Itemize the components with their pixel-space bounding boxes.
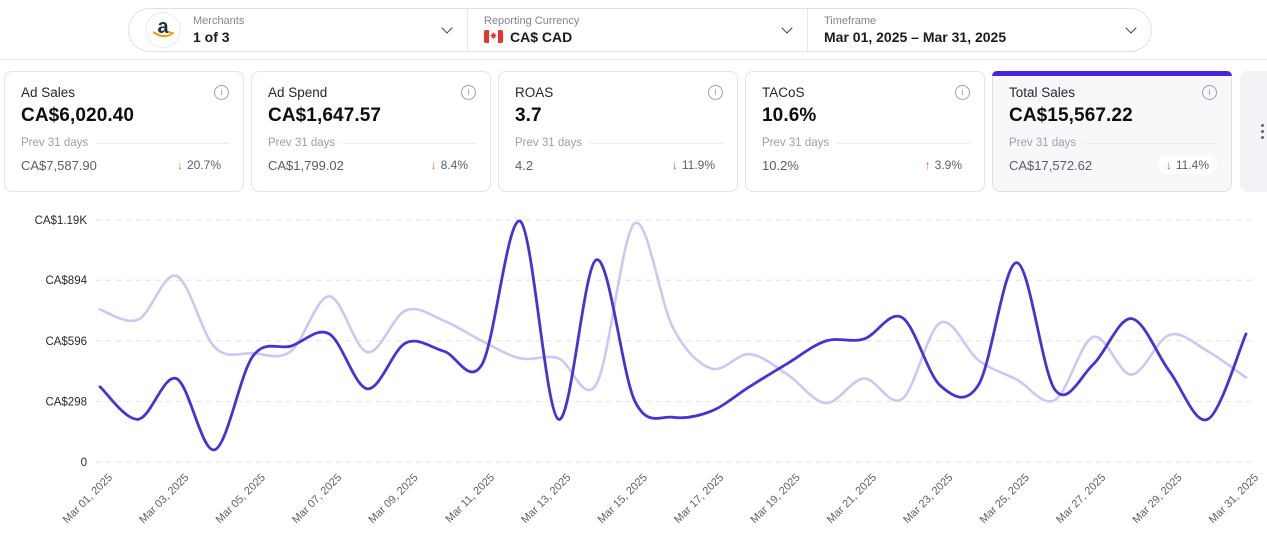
delta-arrow-icon: ↓ xyxy=(671,158,678,172)
delta-badge: ↓ 11.4% xyxy=(1157,156,1217,174)
prev-period-value: CA$17,572.62 xyxy=(1009,157,1093,173)
x-axis-tick-label: Mar 29, 2025 xyxy=(1130,472,1184,526)
metric-title: ROAS xyxy=(515,85,554,100)
delta-percent: 3.9% xyxy=(934,158,962,172)
x-axis-tick-label: Mar 13, 2025 xyxy=(519,472,573,526)
delta-percent: 11.9% xyxy=(681,158,715,172)
filters-pill: a Merchants 1 of 3 Reporting Currency xyxy=(128,7,1152,52)
delta-arrow-icon: ↑ xyxy=(924,158,931,172)
selected-accent-bar xyxy=(992,71,1232,76)
delta-arrow-icon: ↓ xyxy=(176,158,183,172)
x-axis-tick-label: Mar 23, 2025 xyxy=(901,472,955,526)
x-axis-tick-label: Mar 19, 2025 xyxy=(748,472,802,526)
y-axis-tick-label: CA$894 xyxy=(45,275,87,287)
amazon-logo: a xyxy=(145,11,181,48)
top-bar: a Merchants 1 of 3 Reporting Currency xyxy=(0,0,1267,60)
prev-period-value: 10.2% xyxy=(762,157,799,173)
y-axis-tick-label: CA$1.19K xyxy=(35,215,88,227)
info-icon[interactable]: i xyxy=(461,85,476,100)
delta-percent: 11.4% xyxy=(1175,158,1209,172)
prev-period-value: CA$1,799.02 xyxy=(268,157,344,173)
metric-card[interactable]: TACoS i 10.6% Prev 31 days 10.2% ↑ 3.9% xyxy=(745,71,985,192)
merchants-value: 1 of 3 xyxy=(193,28,230,45)
divider xyxy=(1084,142,1217,144)
metric-value: CA$15,567.22 xyxy=(1009,105,1133,126)
y-axis-tick-label: CA$596 xyxy=(45,336,87,348)
timeframe-dropdown[interactable]: Timeframe Mar 01, 2025 – Mar 31, 2025 xyxy=(807,8,1151,51)
prev-period-label: Prev 31 days xyxy=(515,137,583,149)
x-axis-tick-label: Mar 31, 2025 xyxy=(1207,472,1261,526)
y-axis-tick-label: CA$298 xyxy=(45,396,87,408)
x-axis-tick-label: Mar 27, 2025 xyxy=(1054,472,1108,526)
chevron-down-icon xyxy=(441,21,453,34)
y-axis-tick-label: 0 xyxy=(81,457,87,469)
prev-period-label: Prev 31 days xyxy=(1009,137,1077,149)
metric-card[interactable]: Ad Sales i CA$6,020.40 Prev 31 days CA$7… xyxy=(4,71,244,192)
delta-percent: 20.7% xyxy=(186,158,221,172)
x-axis-tick-label: Mar 01, 2025 xyxy=(61,472,115,526)
prev-period-label: Prev 31 days xyxy=(21,137,89,149)
currency-dropdown[interactable]: Reporting Currency CA$ CAD xyxy=(467,8,807,51)
info-icon[interactable]: i xyxy=(214,85,229,100)
metric-value: CA$1,647.57 xyxy=(268,105,382,126)
x-axis-tick-label: Mar 05, 2025 xyxy=(214,472,268,526)
divider xyxy=(343,142,476,144)
metric-title: Ad Spend xyxy=(268,85,328,100)
currency-label: Reporting Currency xyxy=(484,14,580,27)
delta-arrow-icon: ↓ xyxy=(1165,158,1172,172)
metric-value: CA$6,020.40 xyxy=(21,105,135,126)
current-period-line[interactable] xyxy=(98,219,1248,452)
prev-period-label: Prev 31 days xyxy=(268,137,336,149)
divider xyxy=(96,142,229,144)
x-axis-tick-label: Mar 09, 2025 xyxy=(366,472,420,526)
delta-badge: ↓ 20.7% xyxy=(169,156,229,174)
chevron-down-icon xyxy=(781,21,793,34)
timeframe-label: Timeframe xyxy=(824,14,877,27)
timeframe-value: Mar 01, 2025 – Mar 31, 2025 xyxy=(824,28,1007,45)
merchants-label: Merchants xyxy=(193,14,245,27)
x-axis-tick-label: Mar 21, 2025 xyxy=(825,472,879,526)
x-axis-tick-label: Mar 15, 2025 xyxy=(596,472,650,526)
divider xyxy=(837,142,970,144)
prev-period-value: 4.2 xyxy=(515,157,534,173)
previous-period-line[interactable] xyxy=(98,221,1248,405)
delta-percent: 8.4% xyxy=(440,158,468,172)
info-icon[interactable]: i xyxy=(708,85,723,100)
prev-period-label: Prev 31 days xyxy=(762,137,830,149)
metric-card[interactable]: ROAS i 3.7 Prev 31 days 4.2 ↓ 11.9% xyxy=(498,71,738,192)
delta-badge: ↓ 8.4% xyxy=(423,156,476,174)
merchants-dropdown[interactable]: a Merchants 1 of 3 xyxy=(129,9,467,51)
x-axis-tick-label: Mar 17, 2025 xyxy=(672,472,726,526)
divider xyxy=(590,142,723,144)
chevron-down-icon xyxy=(1125,21,1137,34)
x-axis-tick-label: Mar 03, 2025 xyxy=(137,472,191,526)
info-icon[interactable]: i xyxy=(1202,85,1217,100)
metric-title: Ad Sales xyxy=(21,85,76,100)
metric-value: 10.6% xyxy=(762,105,817,126)
x-axis-tick-label: Mar 25, 2025 xyxy=(978,472,1032,526)
currency-value: CA$ CAD xyxy=(510,28,573,45)
overflow-card xyxy=(1240,71,1267,192)
metric-card[interactable]: Total Sales i CA$15,567.22 Prev 31 days … xyxy=(992,71,1232,192)
performance-chart[interactable]: 0 CA$298 CA$596 CA$894 CA$1.19K Mar 01, 2025 M… xyxy=(0,206,1267,536)
amazon-smile-icon xyxy=(153,30,174,37)
prev-period-value: CA$7,587.90 xyxy=(21,157,97,173)
delta-badge: ↑ 3.9% xyxy=(917,156,970,174)
x-axis-tick-label: Mar 07, 2025 xyxy=(290,472,344,526)
info-icon[interactable]: i xyxy=(955,85,970,100)
canada-flag-icon xyxy=(484,30,503,43)
metric-cards-row: Ad Sales i CA$6,020.40 Prev 31 days CA$7… xyxy=(4,71,1267,192)
delta-arrow-icon: ↓ xyxy=(430,158,437,172)
metric-title: Total Sales xyxy=(1009,85,1076,100)
x-axis-tick-label: Mar 11, 2025 xyxy=(443,472,497,526)
metric-value: 3.7 xyxy=(515,105,542,126)
more-options-button[interactable] xyxy=(1257,120,1267,143)
metric-title: TACoS xyxy=(762,85,805,100)
metric-card[interactable]: Ad Spend i CA$1,647.57 Prev 31 days CA$1… xyxy=(251,71,491,192)
delta-badge: ↓ 11.9% xyxy=(664,156,723,174)
